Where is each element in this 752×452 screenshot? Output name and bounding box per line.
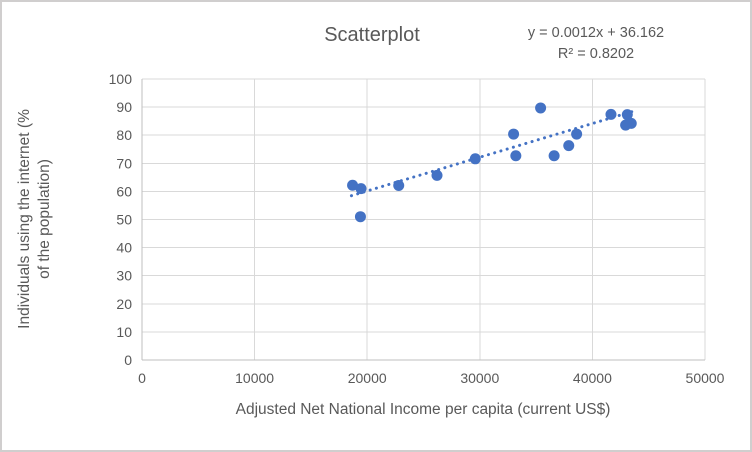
x-axis-title: Adjusted Net National Income per capita … xyxy=(235,401,611,418)
data-point xyxy=(548,150,560,162)
y-tick-label: 40 xyxy=(116,240,132,256)
r-squared-label: R² = 0.8202 xyxy=(557,46,635,62)
data-point xyxy=(571,128,583,140)
equation-line: y = 0.0012x + 36.162 xyxy=(527,25,665,41)
x-tick-label: 40000 xyxy=(573,370,612,386)
y-tick-label: 60 xyxy=(116,183,132,199)
y-tick-label: 90 xyxy=(116,99,132,115)
data-point xyxy=(621,109,633,121)
data-point xyxy=(393,179,405,191)
y-tick-label: 70 xyxy=(116,155,132,171)
y-tick-label: 30 xyxy=(116,268,132,284)
data-point xyxy=(469,153,481,165)
x-tick-label: 10000 xyxy=(235,370,274,386)
y-tick-label: 100 xyxy=(109,71,133,87)
y-axis-title: Individuals using the internet (% of the… xyxy=(15,54,55,384)
y-tick-label: 80 xyxy=(116,127,132,143)
y-axis-title-line1: Individuals using the internet (% xyxy=(16,109,33,329)
chart-title: Scatterplot xyxy=(324,24,420,46)
data-point xyxy=(625,117,637,129)
data-point xyxy=(510,150,522,162)
x-tick-label: 30000 xyxy=(460,370,499,386)
trendline xyxy=(349,109,637,198)
data-point xyxy=(535,102,547,114)
y-tick-label: 0 xyxy=(124,352,132,368)
data-point xyxy=(431,169,443,181)
data-point xyxy=(354,211,366,223)
data-point xyxy=(563,140,575,152)
data-point xyxy=(355,183,367,195)
data-point xyxy=(508,128,520,140)
y-axis-title-line2: of the population) xyxy=(36,159,53,279)
x-tick-label: 50000 xyxy=(686,370,725,386)
data-point xyxy=(347,179,359,191)
data-point xyxy=(605,108,617,120)
y-tick-label: 20 xyxy=(116,296,132,312)
y-tick-label: 50 xyxy=(116,212,132,228)
x-tick-label: 0 xyxy=(138,370,146,386)
trendline-equation: y = 0.0012x + 36.162 R² = 0.8202 xyxy=(528,23,664,65)
x-tick-label: 20000 xyxy=(348,370,387,386)
y-tick-label: 10 xyxy=(116,324,132,340)
